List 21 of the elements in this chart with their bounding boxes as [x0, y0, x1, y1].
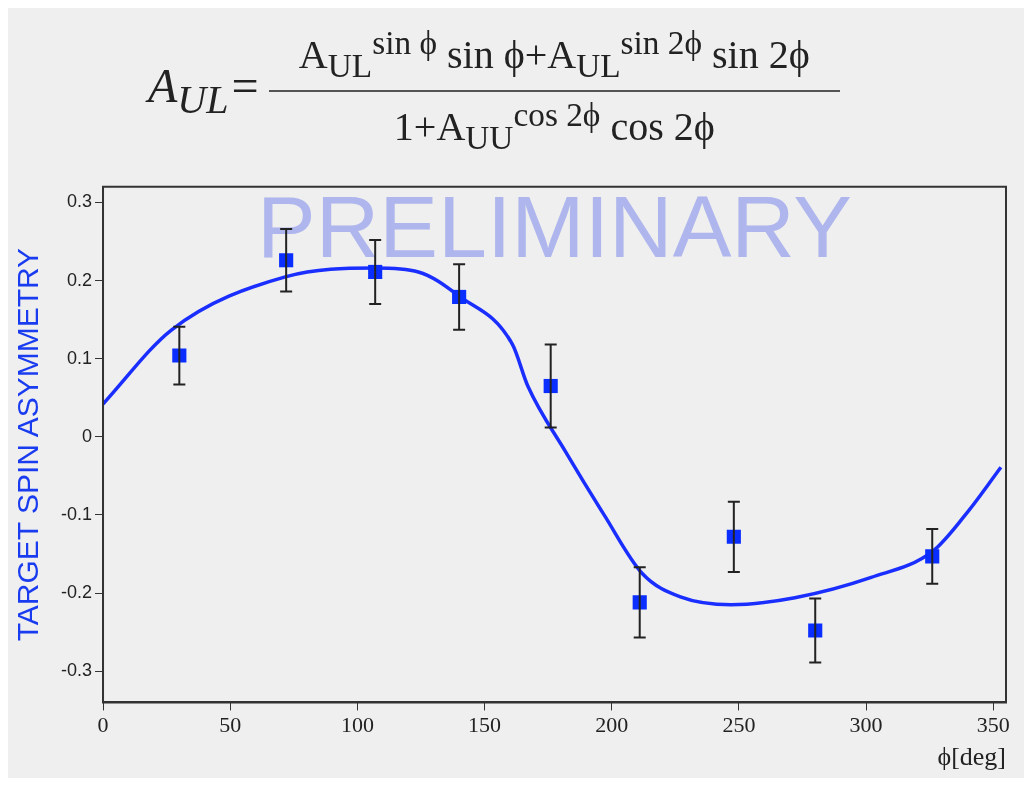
- x-tick-label: 150: [468, 712, 502, 738]
- text: A$_{UL}$$^{sin ϕ}$ sin ϕ+A$_{UL}$$^{sin 2ϕ}$ sin 2ϕ: [297, 24, 811, 87]
- y-tick-label: 0.1: [66, 347, 93, 368]
- line-series: [103, 266, 1003, 607]
- x-tick-label: 100: [340, 712, 374, 738]
- x-tick-label: 250: [722, 712, 756, 738]
- x-tick-label: 200: [595, 712, 629, 738]
- x-axis-title: ϕ[deg]: [937, 742, 1006, 772]
- y-tick-label: -0.3: [60, 660, 93, 681]
- x-tick-label: 50: [219, 712, 242, 738]
- y-tick-label: 0.2: [66, 269, 93, 290]
- x-tick-label: 300: [849, 712, 883, 738]
- y-axis-title: TARGET SPIN ASYMMETRY: [11, 247, 45, 642]
- y-tick-label: 0: [82, 425, 93, 446]
- annotation: PRELIMINARY: [257, 177, 853, 277]
- y-tick-label: -0.2: [60, 582, 93, 602]
- y-tick-label: -0.1: [60, 503, 93, 524]
- x-tick-label: 0: [97, 712, 109, 738]
- text: 1+A$_{UU}$$^{cos 2ϕ}$ cos 2ϕ: [393, 94, 715, 157]
- y-tick-label: 0.3: [66, 191, 93, 212]
- x-tick-label: 350: [976, 712, 1010, 738]
